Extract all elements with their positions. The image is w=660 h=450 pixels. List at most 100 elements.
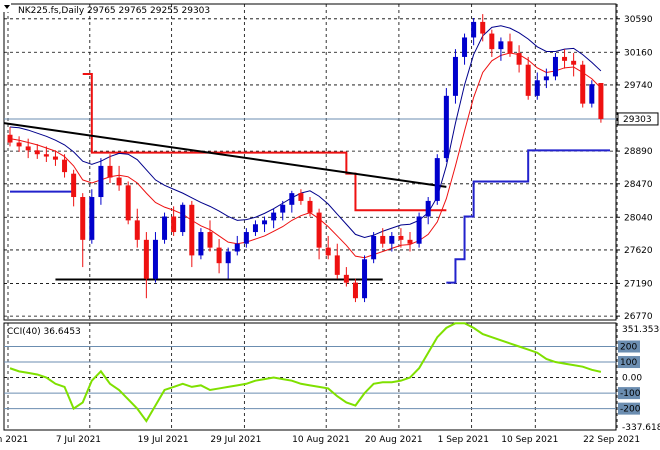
cci-level-box — [618, 340, 640, 353]
x-tick-label: 19 Jul 2021 — [138, 435, 189, 445]
candle-body — [252, 224, 258, 233]
cci-line — [9, 322, 602, 423]
y-tick-label: 26770 — [624, 312, 653, 322]
x-tick-label: 10 Aug 2021 — [292, 435, 350, 445]
y-tick-label: 28890 — [624, 147, 653, 157]
x-tick-label: 22 Sep 2021 — [583, 435, 640, 445]
y-tick-label: 30590 — [624, 15, 653, 25]
candle-body — [298, 193, 304, 201]
price-panel — [3, 14, 616, 303]
cci-panel-frame — [3, 322, 617, 431]
candle-body — [134, 220, 140, 240]
candle-body — [534, 80, 540, 96]
candle-body — [116, 177, 122, 186]
cci-tick-label: 200 — [620, 343, 637, 353]
candle-body — [425, 200, 431, 217]
candle-body — [352, 282, 358, 299]
candle-body — [516, 53, 522, 65]
cci-level-box — [618, 387, 640, 400]
candle-body — [307, 200, 313, 213]
candle-body — [480, 21, 486, 34]
cci-tick-label: -337.618 — [622, 423, 660, 433]
cci-panel — [4, 322, 616, 423]
x-tick-label: 1 Sep 2021 — [438, 435, 489, 445]
candle-body — [234, 243, 240, 252]
x-tick-label: 10 Sep 2021 — [501, 435, 558, 445]
x-tick-label: 25 Jun 2021 — [0, 435, 28, 445]
candle-body — [225, 251, 231, 264]
last-price-label: 29303 — [623, 115, 652, 125]
candle-body — [589, 84, 595, 104]
candle-body — [34, 150, 40, 155]
candle-body — [271, 212, 277, 221]
candle-body — [580, 64, 586, 104]
price-panel-frame — [3, 3, 617, 321]
candle-body — [289, 193, 295, 205]
candle-body — [489, 33, 495, 50]
y-tick-label: 29740 — [624, 81, 653, 91]
candle-body — [7, 134, 13, 143]
cci-level-box — [618, 402, 640, 415]
candle-body — [407, 239, 413, 244]
cci-tick-label: -100 — [620, 389, 641, 399]
candle-body — [162, 216, 168, 240]
candle-body — [43, 154, 49, 157]
candle-body — [507, 41, 513, 54]
stop-up-line — [446, 149, 610, 284]
candle-body — [143, 239, 149, 279]
candle-body — [171, 216, 177, 233]
trendline — [3, 122, 447, 188]
candle-body — [334, 255, 340, 275]
candle-body — [443, 95, 449, 159]
candle-body — [62, 159, 68, 173]
candle-body — [125, 185, 131, 221]
y-tick-label: 28470 — [624, 180, 653, 190]
last-price-box — [617, 112, 659, 126]
candle-body — [498, 41, 504, 50]
x-tick-label: 20 Aug 2021 — [365, 435, 423, 445]
candle-body — [434, 158, 440, 201]
candle-body — [280, 204, 286, 213]
candle-body — [371, 235, 377, 260]
candle-body — [71, 173, 77, 198]
candle-body — [262, 220, 268, 225]
candle-body — [207, 232, 213, 248]
candle-body — [198, 232, 204, 256]
candle-body — [462, 37, 468, 57]
cci-tick-label: 0.00 — [622, 374, 642, 384]
stop-down-line — [82, 73, 447, 212]
candle-body — [16, 142, 22, 147]
candle-body — [562, 56, 568, 61]
candle-body — [452, 56, 458, 96]
candle-body — [316, 212, 322, 248]
candle-body — [343, 274, 349, 283]
y-tick-label: 30160 — [624, 48, 653, 58]
candle-body — [380, 235, 386, 244]
candle-body — [25, 146, 31, 151]
candle-body — [598, 83, 604, 119]
candle-body — [389, 235, 395, 244]
chevron-down-icon-shape — [4, 5, 10, 9]
y-tick-label: 27190 — [624, 279, 653, 289]
y-tick-label: 28040 — [624, 213, 653, 223]
candle-body — [571, 60, 577, 65]
candle-body — [325, 247, 331, 256]
candle-body — [52, 156, 58, 160]
candle-body — [362, 259, 368, 299]
cci-tick-label: 351.3536 — [622, 325, 660, 335]
upper-band-line — [9, 25, 602, 239]
candle-body — [152, 239, 158, 279]
candle-body — [89, 197, 95, 240]
candle-body — [107, 165, 113, 178]
cci-header: CCI(40) 36.6453 — [7, 327, 81, 337]
candle-body — [98, 165, 104, 198]
candle-body — [189, 204, 195, 256]
candle-body — [543, 76, 549, 81]
y-tick-label: 27620 — [624, 246, 653, 256]
x-tick-label: 29 Jul 2021 — [210, 435, 261, 445]
cci-level-box — [618, 356, 640, 369]
candle-body — [80, 197, 86, 240]
